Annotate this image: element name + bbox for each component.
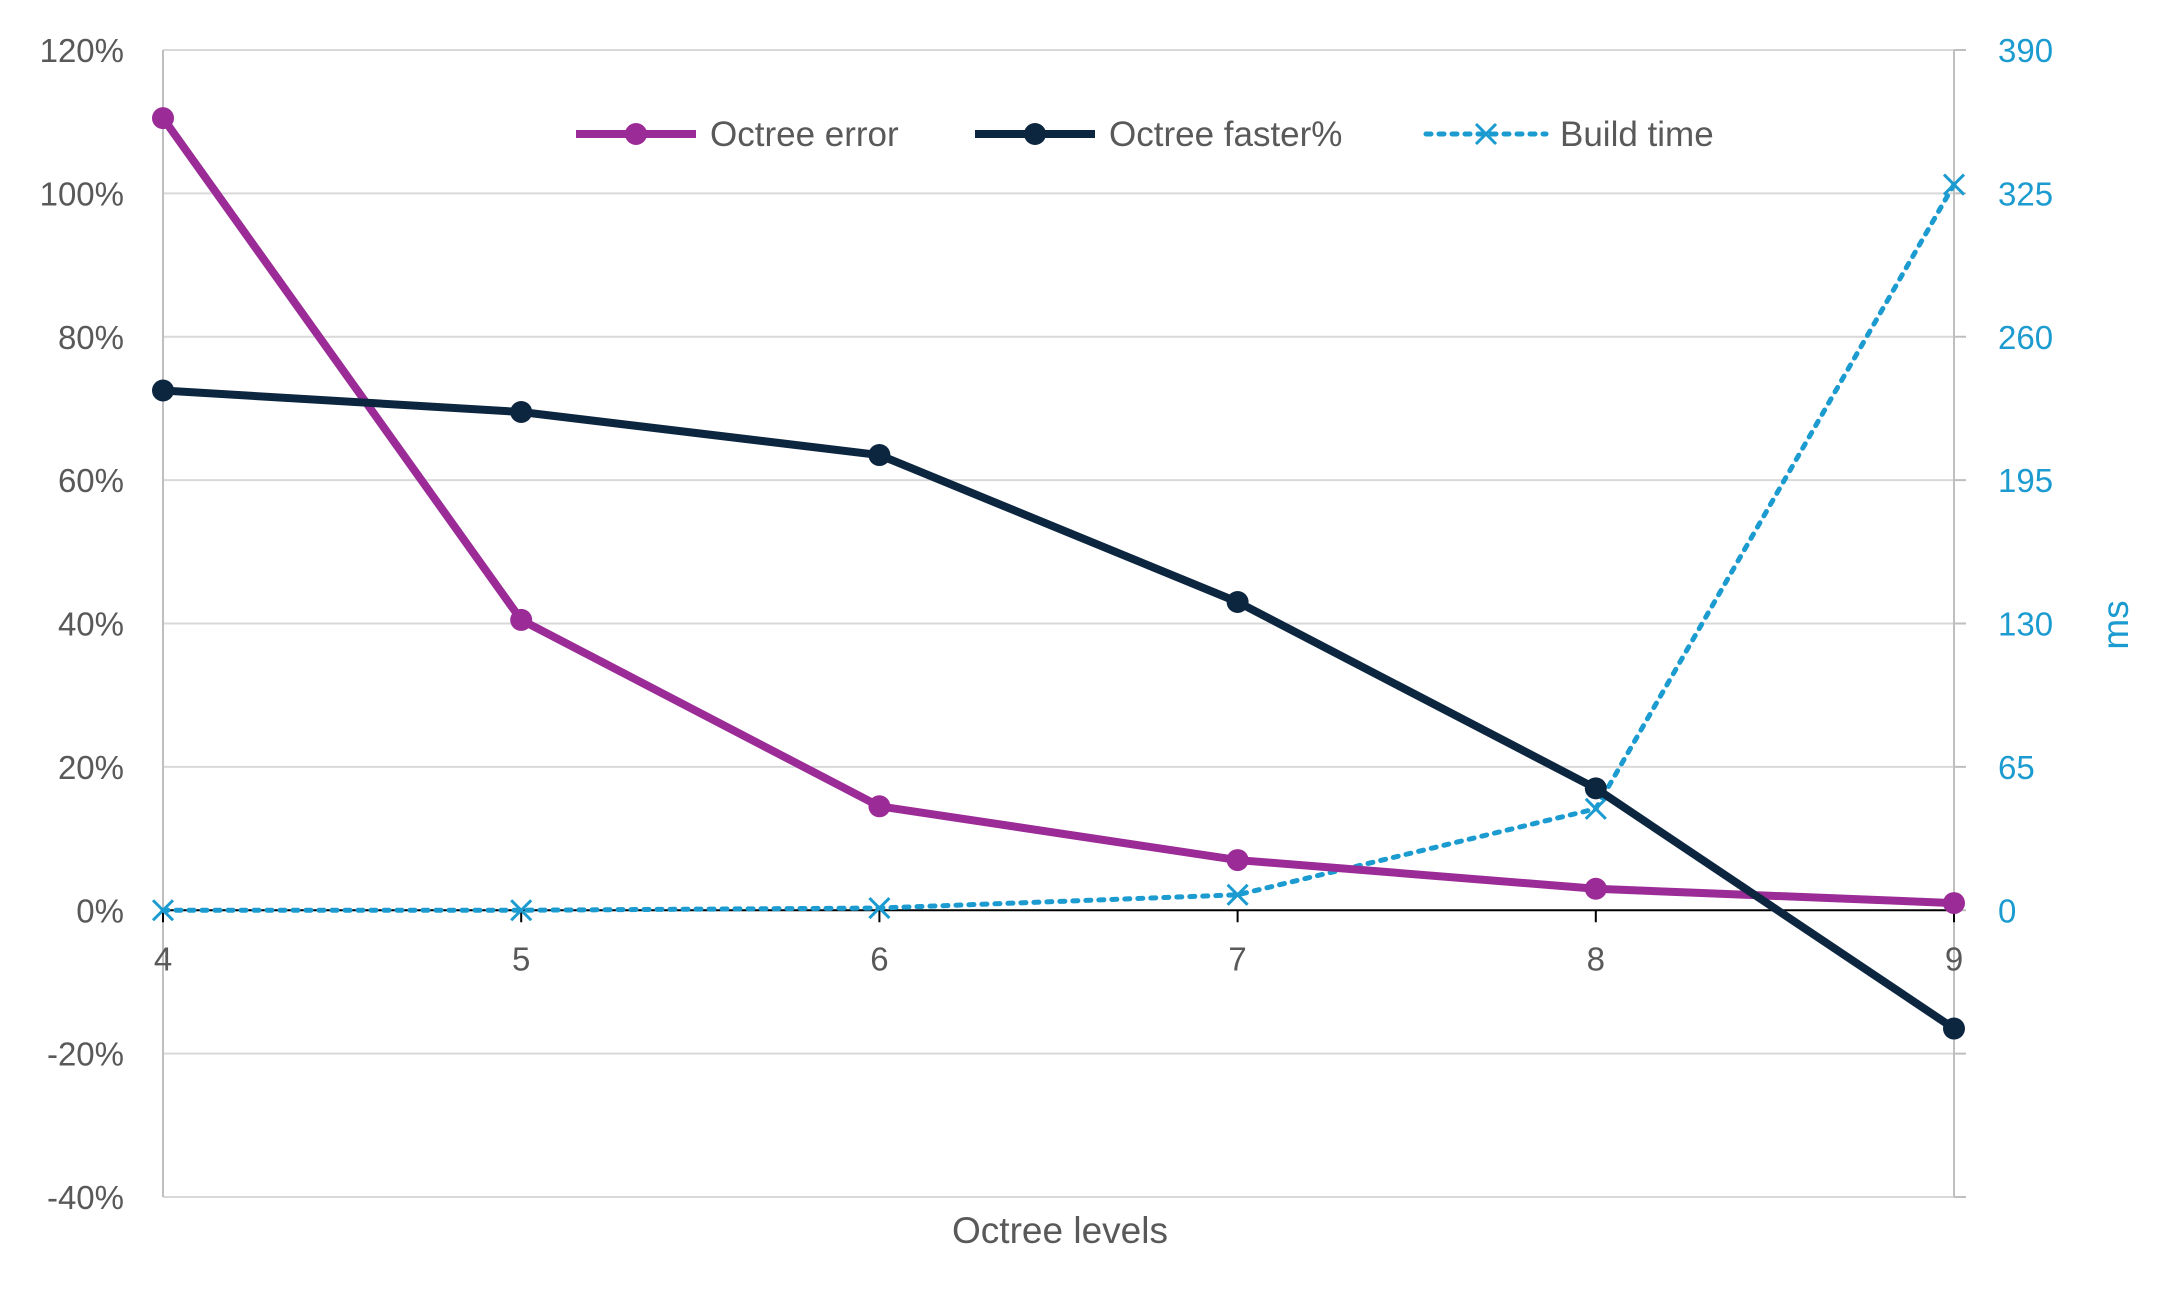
series-octree-error <box>152 107 1965 915</box>
y-tick-label: 120% <box>40 32 124 69</box>
series-group <box>151 107 1966 1040</box>
series-line <box>160 182 1957 913</box>
legend-marker <box>1024 123 1046 145</box>
data-point <box>1584 777 1607 800</box>
data-point <box>510 401 533 424</box>
data-point <box>510 608 533 631</box>
data-point <box>1584 877 1607 900</box>
x-tick-label: 7 <box>1228 940 1246 977</box>
legend-marker <box>625 123 647 145</box>
y-tick-label: -20% <box>47 1036 124 1073</box>
y-tick-label: 40% <box>58 606 124 643</box>
series-line <box>159 115 1955 908</box>
data-point <box>152 379 174 402</box>
series-build-time <box>151 173 1966 922</box>
right-axis-title: ms <box>2095 600 2136 649</box>
legend-item-build-time: Build time <box>1423 115 1714 154</box>
legend-marker <box>1474 122 1498 146</box>
y2-tick-label: 260 <box>1998 319 2053 356</box>
legend-label: Octree faster% <box>1109 115 1342 154</box>
data-point <box>868 444 891 467</box>
legend-item-octree-faster: Octree faster% <box>975 115 1342 154</box>
y-tick-label: 60% <box>58 462 124 499</box>
y2-tick-label: 130 <box>1998 606 2053 643</box>
legend: Octree error Octree faster% Build time <box>576 115 1714 154</box>
y2-tick-label: 195 <box>1998 462 2053 499</box>
y-tick-label: 20% <box>58 749 124 786</box>
data-point <box>152 107 174 130</box>
legend-label: Build time <box>1560 115 1714 154</box>
data-point <box>1226 849 1249 872</box>
x-axis-ticks: 4 5 6 7 8 9 <box>154 910 1963 977</box>
data-point <box>1943 1017 1965 1040</box>
y-tick-label: 80% <box>58 319 124 356</box>
y2-tick-label: 390 <box>1998 32 2053 69</box>
x-tick-label: 6 <box>870 940 888 977</box>
series-octree-faster <box>152 379 1965 1040</box>
data-point <box>1584 797 1607 820</box>
data-point <box>868 795 891 818</box>
legend-label: Octree error <box>710 115 899 154</box>
gridlines <box>163 49 1954 1198</box>
y-tick-label: -40% <box>47 1179 124 1216</box>
data-point <box>1943 892 1965 915</box>
y2-tick-label: 65 <box>1998 749 2035 786</box>
x-tick-label: 5 <box>512 940 530 977</box>
y-tick-label: 100% <box>40 175 124 212</box>
right-axis-ticks: 0 65 130 195 260 325 390 <box>1954 32 2053 1198</box>
x-tick-label: 8 <box>1587 940 1605 977</box>
data-point <box>151 899 175 922</box>
data-point <box>868 896 891 920</box>
y2-tick-label: 325 <box>1998 175 2053 212</box>
data-point <box>1942 173 1966 196</box>
y2-tick-label: 0 <box>1998 892 2016 929</box>
left-axis-ticks: -40% -20% 0% 20% 40% 60% 80% 100% 120% <box>40 32 124 1216</box>
x-tick-label: 9 <box>1945 940 1963 977</box>
y-tick-label: 0% <box>76 892 124 929</box>
legend-item-octree-error: Octree error <box>576 115 899 154</box>
data-point <box>1226 883 1249 906</box>
x-axis-title: Octree levels <box>952 1210 1168 1251</box>
data-point <box>510 899 533 922</box>
data-point <box>1226 590 1249 613</box>
series-line <box>162 386 1957 1032</box>
x-tick-label: 4 <box>154 940 172 977</box>
